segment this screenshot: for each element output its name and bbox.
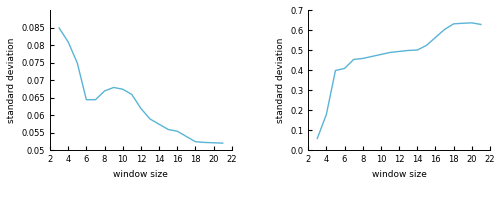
Y-axis label: standard deviation: standard deviation bbox=[276, 38, 284, 123]
Y-axis label: standard deviation: standard deviation bbox=[7, 38, 16, 123]
X-axis label: window size: window size bbox=[114, 170, 168, 179]
X-axis label: window size: window size bbox=[372, 170, 426, 179]
